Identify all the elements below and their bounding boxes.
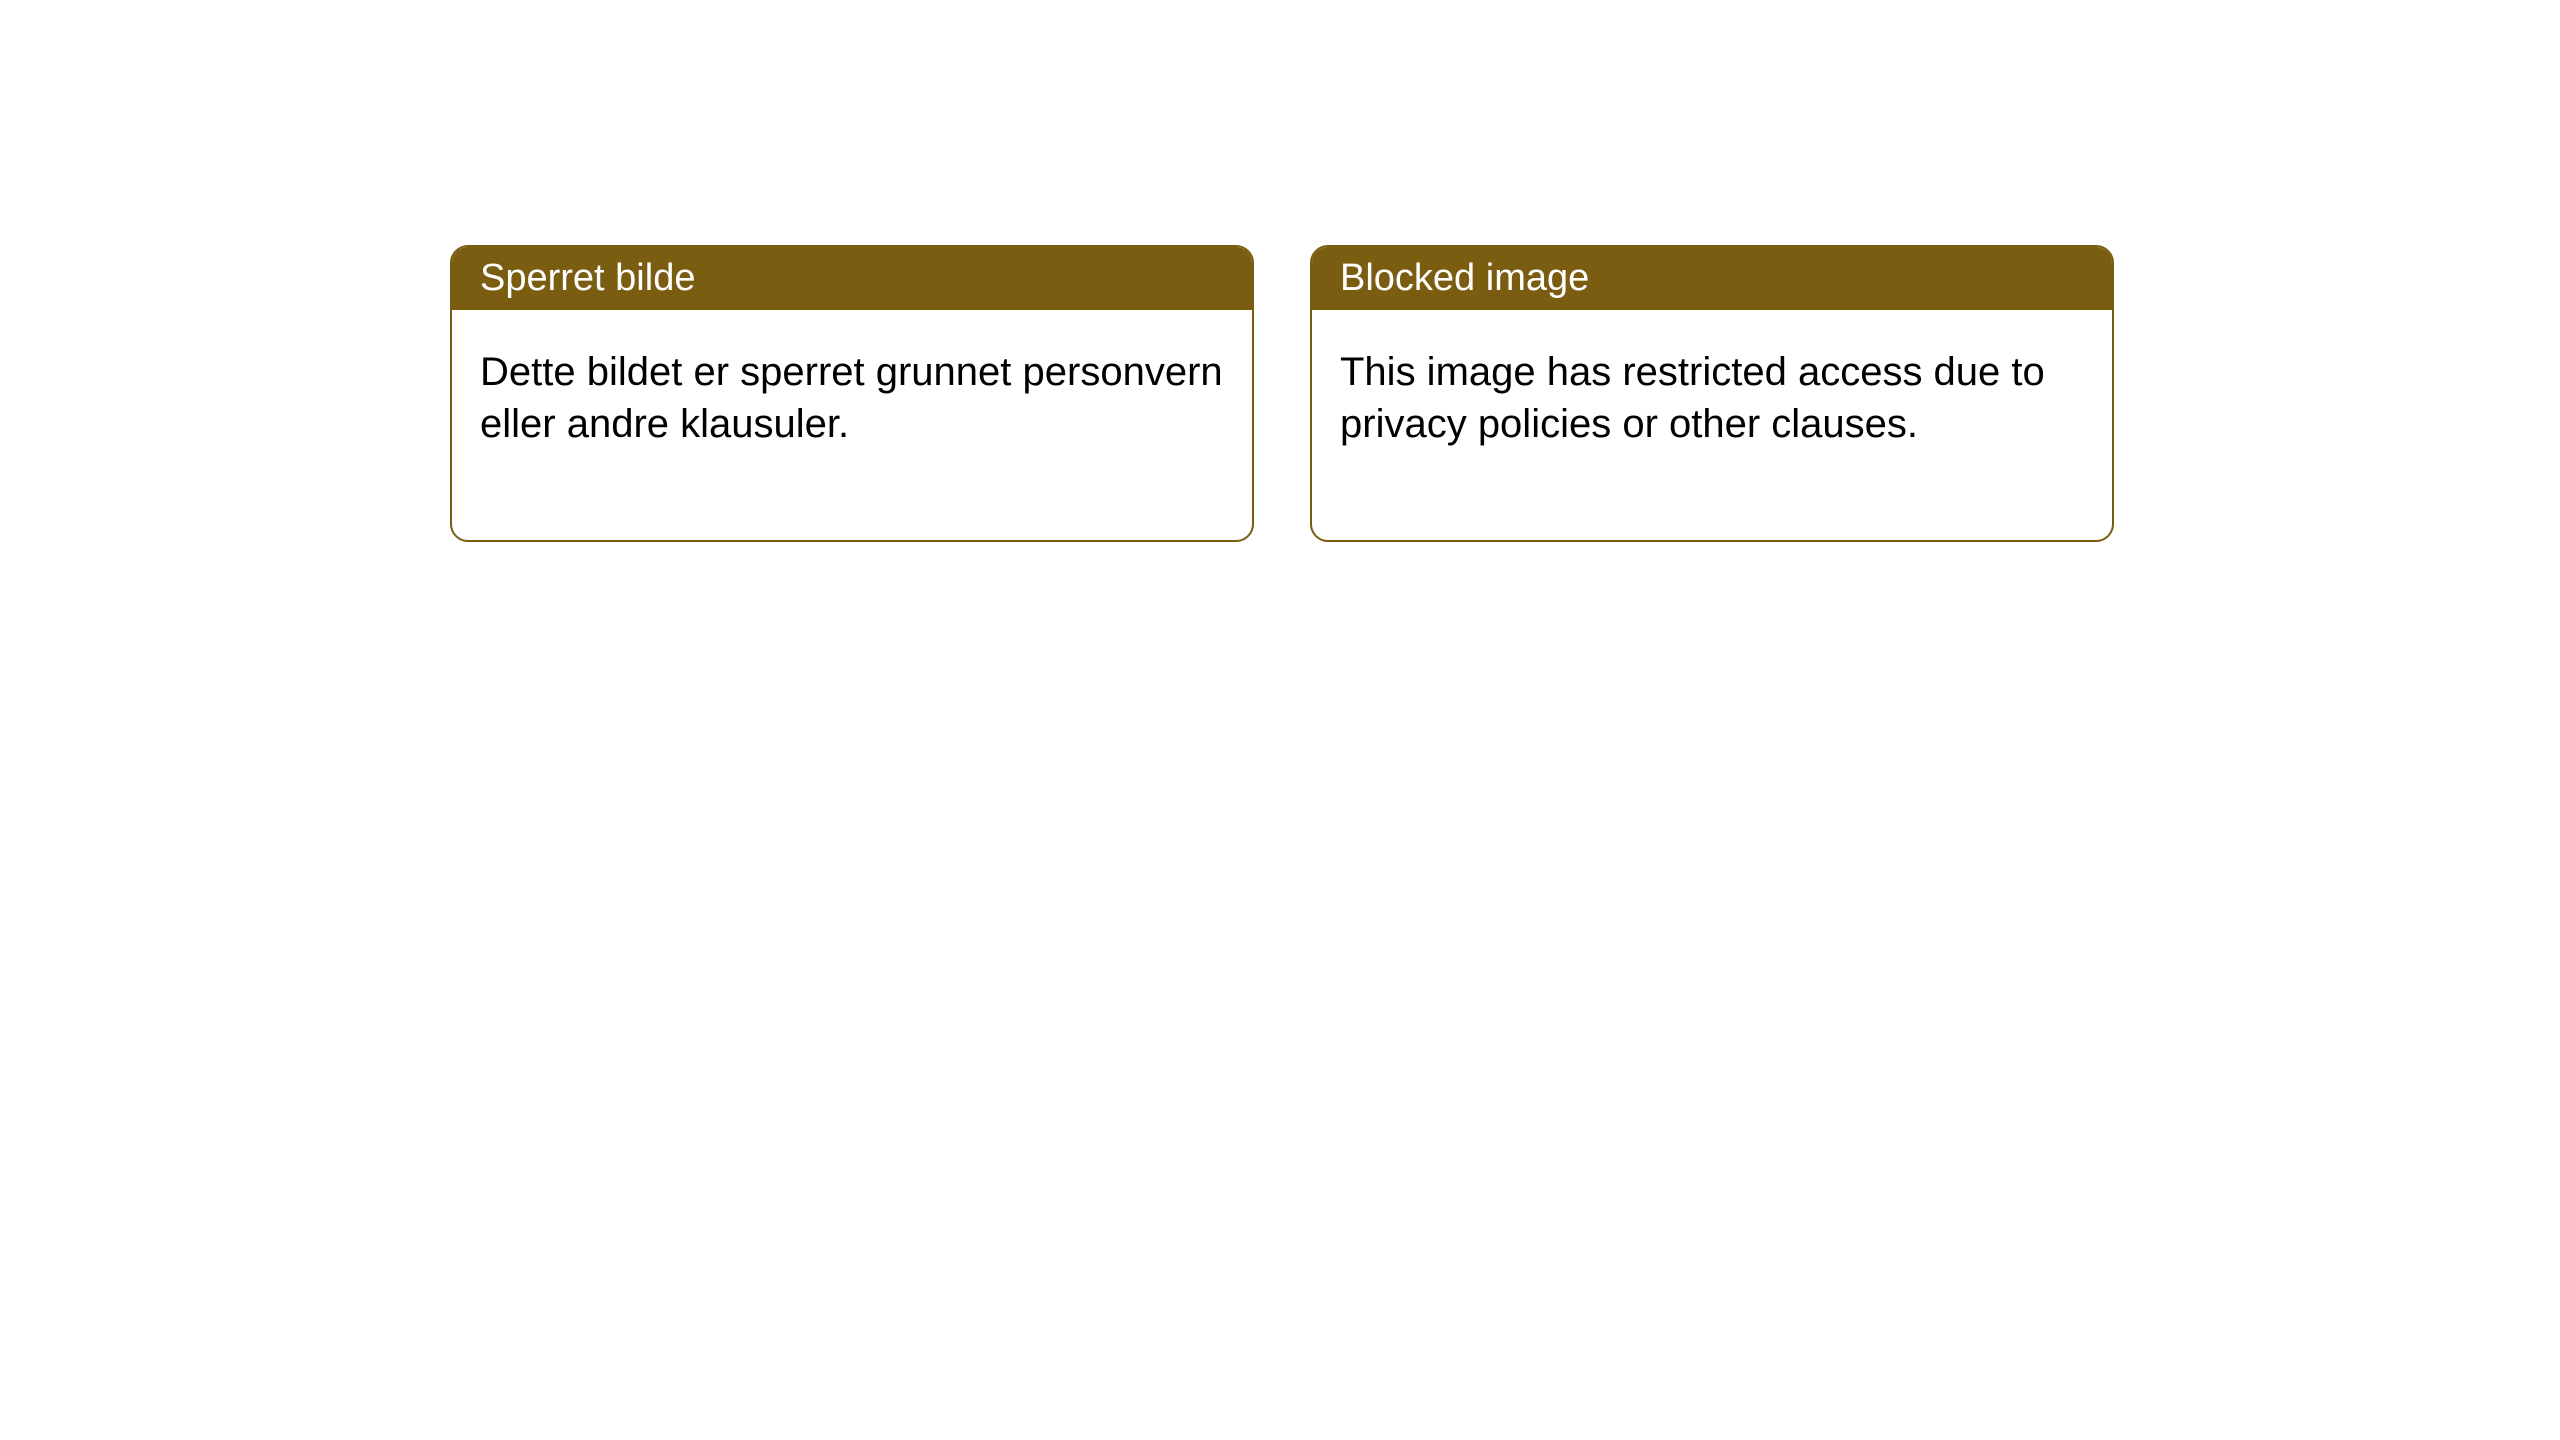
notice-card-title: Sperret bilde xyxy=(452,247,1252,310)
notice-card-english: Blocked image This image has restricted … xyxy=(1310,245,2114,542)
notice-card-body: Dette bildet er sperret grunnet personve… xyxy=(452,310,1252,540)
notice-card-body: This image has restricted access due to … xyxy=(1312,310,2112,540)
notice-card-norwegian: Sperret bilde Dette bildet er sperret gr… xyxy=(450,245,1254,542)
notice-card-title: Blocked image xyxy=(1312,247,2112,310)
notice-cards-container: Sperret bilde Dette bildet er sperret gr… xyxy=(0,0,2560,542)
